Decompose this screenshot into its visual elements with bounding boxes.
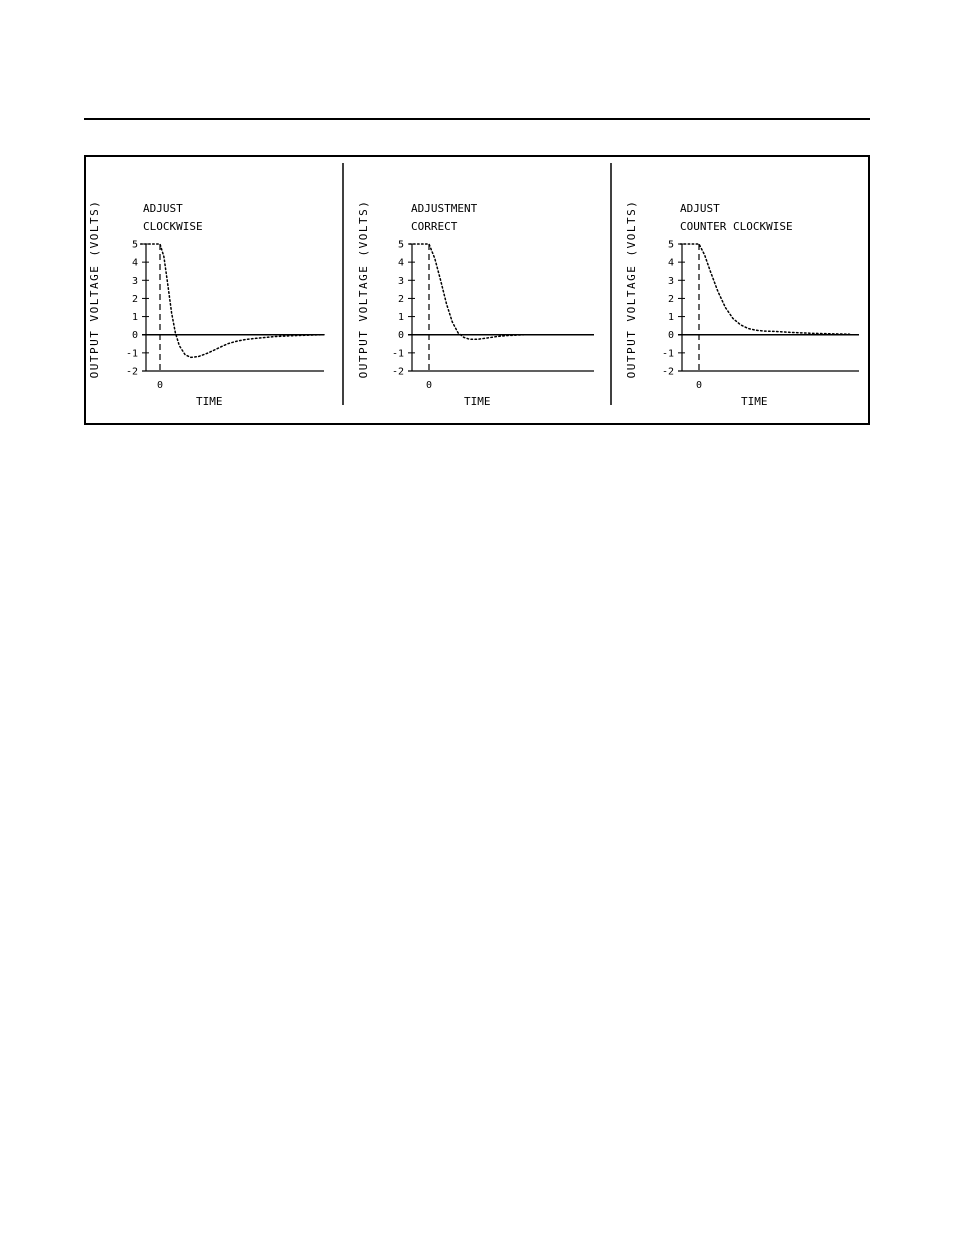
response-curve (679, 243, 851, 335)
figure-charts: 5 4 3 2 1 0 -1 -2 0 TIME OUTPUT VOLTAGE (VOLTS) ADJ… (88, 163, 859, 408)
y-axis-label: OUTPUT VOLTAGE (VOLTS) (357, 200, 370, 379)
x-axis-label: TIME (464, 395, 491, 408)
chart-panel-1: 5 4 3 2 1 0 -1 -2 0 TIME OUTPUT VOLTAGE (VOLTS) ADJ… (88, 200, 325, 408)
y-tick-label: -2 (662, 367, 674, 378)
y-tick-label: 3 (132, 276, 138, 287)
y-axis-label: OUTPUT VOLTAGE (VOLTS) (625, 200, 638, 379)
response-curve (139, 243, 325, 359)
chart-panel-3: 5 4 3 2 1 0 -1 -2 0 TIME OUTPUT VOLTAGE (VOLTS) ADJ… (625, 200, 859, 408)
annotation-line: ADJUST (680, 202, 720, 215)
y-tick-label: 4 (132, 258, 138, 269)
y-tick-label: 4 (398, 258, 404, 269)
y-tick-label: 0 (398, 330, 404, 341)
annotation-line: COUNTER CLOCKWISE (680, 220, 793, 233)
y-tick-label: 0 (668, 330, 674, 341)
chart-panel-2: 5 4 3 2 1 0 -1 -2 0 TIME OUTPUT VOLTAGE (VOLTS) ADJ… (357, 200, 595, 408)
annotation-line: ADJUSTMENT (411, 202, 478, 215)
y-tick-label: -1 (662, 348, 674, 359)
annotation-line: ADJUST (143, 202, 183, 215)
x-axis-label: TIME (741, 395, 768, 408)
y-tick-label: 2 (132, 294, 138, 305)
y-tick-label: 5 (668, 240, 674, 251)
x-tick-label: 0 (157, 380, 163, 391)
y-tick-label: 3 (668, 276, 674, 287)
y-tick-label: 1 (132, 312, 138, 323)
y-tick-label: -2 (392, 367, 404, 378)
y-tick-label: 3 (398, 276, 404, 287)
y-tick-label: -1 (126, 348, 138, 359)
y-tick-label: 5 (132, 240, 138, 251)
top-rule (84, 118, 870, 120)
y-axis-label: OUTPUT VOLTAGE (VOLTS) (88, 200, 101, 379)
y-tick-label: -1 (392, 348, 404, 359)
y-tick-label: 1 (668, 312, 674, 323)
x-tick-label: 0 (696, 380, 702, 391)
annotation-line: CLOCKWISE (143, 220, 203, 233)
y-tick-label: 5 (398, 240, 404, 251)
y-tick-label: 0 (132, 330, 138, 341)
y-tick-label: 1 (398, 312, 404, 323)
y-tick-label: 2 (398, 294, 404, 305)
y-tick-label: -2 (126, 367, 138, 378)
annotation-line: CORRECT (411, 220, 458, 233)
figure-frame (84, 155, 870, 425)
response-curve (408, 243, 595, 341)
x-axis-label: TIME (196, 395, 223, 408)
y-tick-label: 2 (668, 294, 674, 305)
y-tick-label: 4 (668, 258, 674, 269)
x-tick-label: 0 (426, 380, 432, 391)
